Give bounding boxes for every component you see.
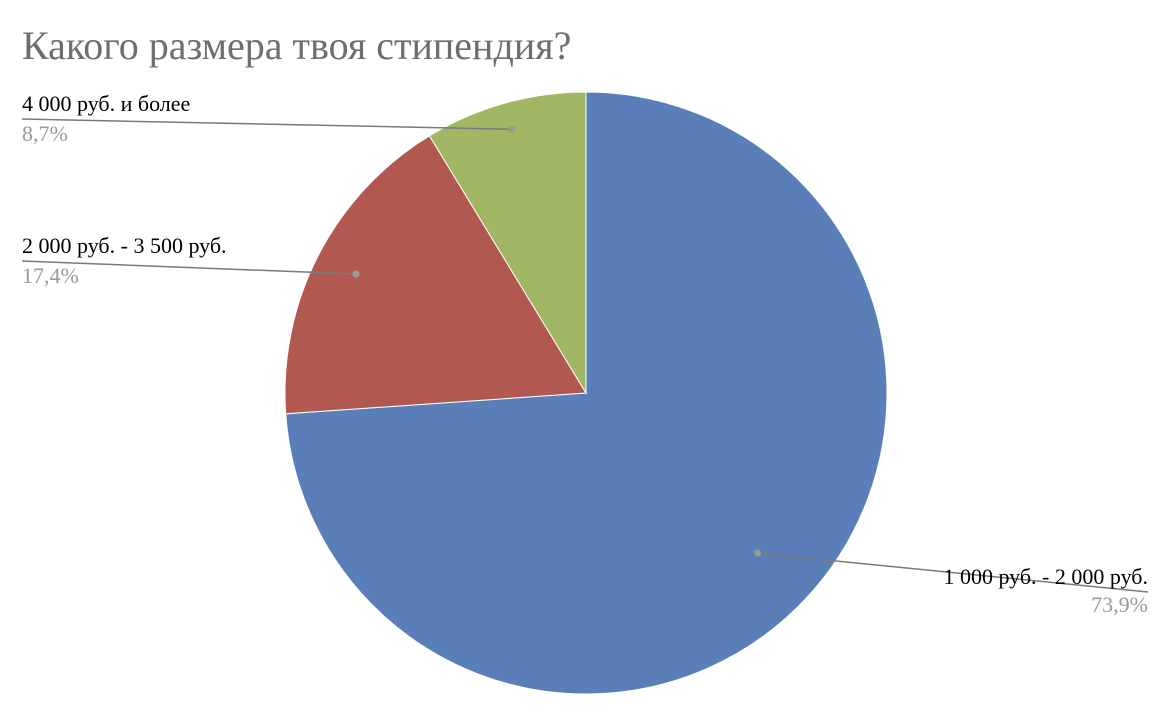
chart-title: Какого размера твоя стипендия?: [22, 23, 572, 68]
pie-slice-3: [428, 91, 587, 395]
leader-line-3: [21, 118, 513, 131]
leader-dot-1: [754, 549, 762, 557]
category-label-3: 4 000 руб. и более: [22, 91, 190, 116]
percent-label-3: 8,7%: [22, 121, 68, 146]
pie-slice-2: [284, 135, 587, 415]
pie-callouts: 1 000 руб. - 2 000 руб. 73,9% 2 000 руб. -…: [21, 91, 1149, 617]
percent-label-1: 73,9%: [1091, 592, 1148, 617]
pie-slices: [284, 91, 888, 695]
leader-line-1: [757, 552, 1149, 593]
category-label-2: 2 000 руб. - 3 500 руб.: [22, 233, 227, 258]
category-label-1: 1 000 руб. - 2 000 руб.: [943, 564, 1148, 589]
percent-label-2: 17,4%: [22, 263, 79, 288]
leader-dot-3: [508, 125, 516, 133]
leader-dot-2: [352, 270, 360, 278]
leader-line-2: [21, 260, 357, 275]
